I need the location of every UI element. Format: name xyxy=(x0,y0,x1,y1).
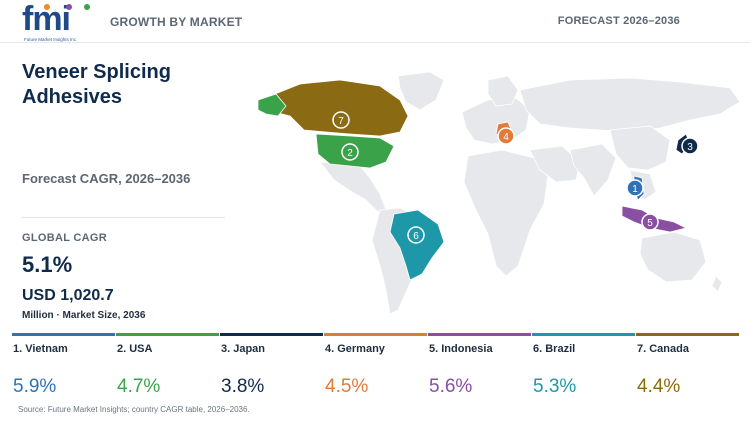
land-australia xyxy=(639,231,707,283)
svg-text:1: 1 xyxy=(632,184,638,195)
country-color-bar xyxy=(324,333,427,336)
land-middle-east xyxy=(529,145,581,183)
market-size-value: USD 1,020.7 xyxy=(22,287,114,304)
global-cagr-value: 5.1% xyxy=(22,252,73,277)
market-size-note: Million · Market Size, 2036 xyxy=(22,310,146,321)
svg-text:3: 3 xyxy=(687,142,693,153)
country-name: 6. Brazil xyxy=(533,343,576,355)
marker-usa[interactable]: 2 xyxy=(341,143,359,161)
country-card-japan[interactable]: 3. Japan 3.8% xyxy=(220,333,323,403)
country-cagr-value: 5.6% xyxy=(429,376,473,397)
land-mexico-central-america xyxy=(319,161,387,213)
marker-indonesia[interactable]: 5 xyxy=(641,213,659,231)
country-name: 4. Germany xyxy=(325,343,385,355)
svg-text:7: 7 xyxy=(338,116,344,127)
country-color-bar xyxy=(116,333,219,336)
world-map: 7 2 4 3 1 5 6 xyxy=(257,71,741,315)
country-name: 5. Indonesia xyxy=(429,343,493,355)
country-card-germany[interactable]: 4. Germany 4.5% xyxy=(324,333,427,403)
country-shape-alaska-usa xyxy=(257,93,287,117)
source-note: Source: Future Market Insights; country … xyxy=(18,405,250,414)
country-color-bar xyxy=(220,333,323,336)
marker-japan[interactable]: 3 xyxy=(681,137,699,155)
land-russia-asia xyxy=(519,77,741,133)
country-color-bar xyxy=(532,333,635,336)
country-color-bar xyxy=(428,333,531,336)
marker-canada[interactable]: 7 xyxy=(332,111,350,129)
country-cagr-value: 4.5% xyxy=(325,376,369,397)
land-new-zealand xyxy=(711,275,723,293)
logo-dot-purple xyxy=(66,4,72,10)
forecast-cagr-label: Forecast CAGR, 2026–2036 xyxy=(22,171,191,186)
country-shape-canada xyxy=(259,79,409,137)
country-card-indonesia[interactable]: 5. Indonesia 5.6% xyxy=(428,333,531,403)
page-title: Veneer Splicing Adhesives xyxy=(22,61,171,108)
country-cagr-value: 5.9% xyxy=(13,376,57,397)
country-cagr-value: 4.4% xyxy=(637,376,681,397)
country-card-vietnam[interactable]: 1. Vietnam 5.9% xyxy=(12,333,115,403)
svg-text:5: 5 xyxy=(647,218,653,229)
land-greenland xyxy=(397,71,445,111)
country-card-brazil[interactable]: 6. Brazil 5.3% xyxy=(532,333,635,403)
country-name: 7. Canada xyxy=(637,343,689,355)
land-south-asia xyxy=(569,143,617,197)
section-label: GROWTH BY MARKET xyxy=(110,15,243,29)
country-color-bar xyxy=(636,333,739,336)
forecast-period-label: FORECAST 2026–2036 xyxy=(557,15,680,27)
logo-dot-green xyxy=(84,4,90,10)
country-cagr-list: 1. Vietnam 5.9% 2. USA 4.7% 3. Japan 3.8… xyxy=(12,333,740,403)
country-name: 3. Japan xyxy=(221,343,266,355)
country-color-bar xyxy=(12,333,115,336)
logo-dot-orange xyxy=(44,4,50,10)
svg-text:4: 4 xyxy=(503,132,509,143)
country-name: 1. Vietnam xyxy=(13,343,68,355)
country-card-usa[interactable]: 2. USA 4.7% xyxy=(116,333,219,403)
marker-germany[interactable]: 4 xyxy=(497,127,515,145)
country-shape-brazil xyxy=(389,209,445,281)
land-scandinavia xyxy=(487,75,519,107)
country-name: 2. USA xyxy=(117,343,153,355)
marker-brazil[interactable]: 6 xyxy=(407,226,425,244)
land-east-asia xyxy=(609,125,671,171)
country-card-canada[interactable]: 7. Canada 4.4% xyxy=(636,333,739,403)
global-cagr-label: GLOBAL CAGR xyxy=(22,232,107,244)
country-cagr-value: 3.8% xyxy=(221,376,265,397)
fmi-logo[interactable]: fmi Future Market Insights Inc. xyxy=(22,0,94,42)
svg-text:2: 2 xyxy=(347,148,353,159)
divider xyxy=(22,217,225,218)
header-bar: fmi Future Market Insights Inc. GROWTH B… xyxy=(0,0,750,43)
svg-text:6: 6 xyxy=(413,231,419,242)
country-cagr-value: 4.7% xyxy=(117,376,161,397)
logo-tagline: Future Market Insights Inc. xyxy=(24,37,78,42)
land-africa xyxy=(463,149,549,277)
marker-vietnam[interactable]: 1 xyxy=(626,179,644,197)
country-cagr-value: 5.3% xyxy=(533,376,577,397)
